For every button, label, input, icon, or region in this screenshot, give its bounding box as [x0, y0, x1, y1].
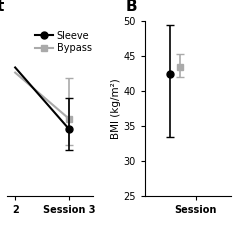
Legend: Sleeve, Bypass: Sleeve, Bypass — [34, 30, 93, 54]
Text: t: t — [0, 0, 4, 14]
Y-axis label: BMI (kg/m²): BMI (kg/m²) — [111, 78, 121, 139]
Text: B: B — [126, 0, 138, 14]
